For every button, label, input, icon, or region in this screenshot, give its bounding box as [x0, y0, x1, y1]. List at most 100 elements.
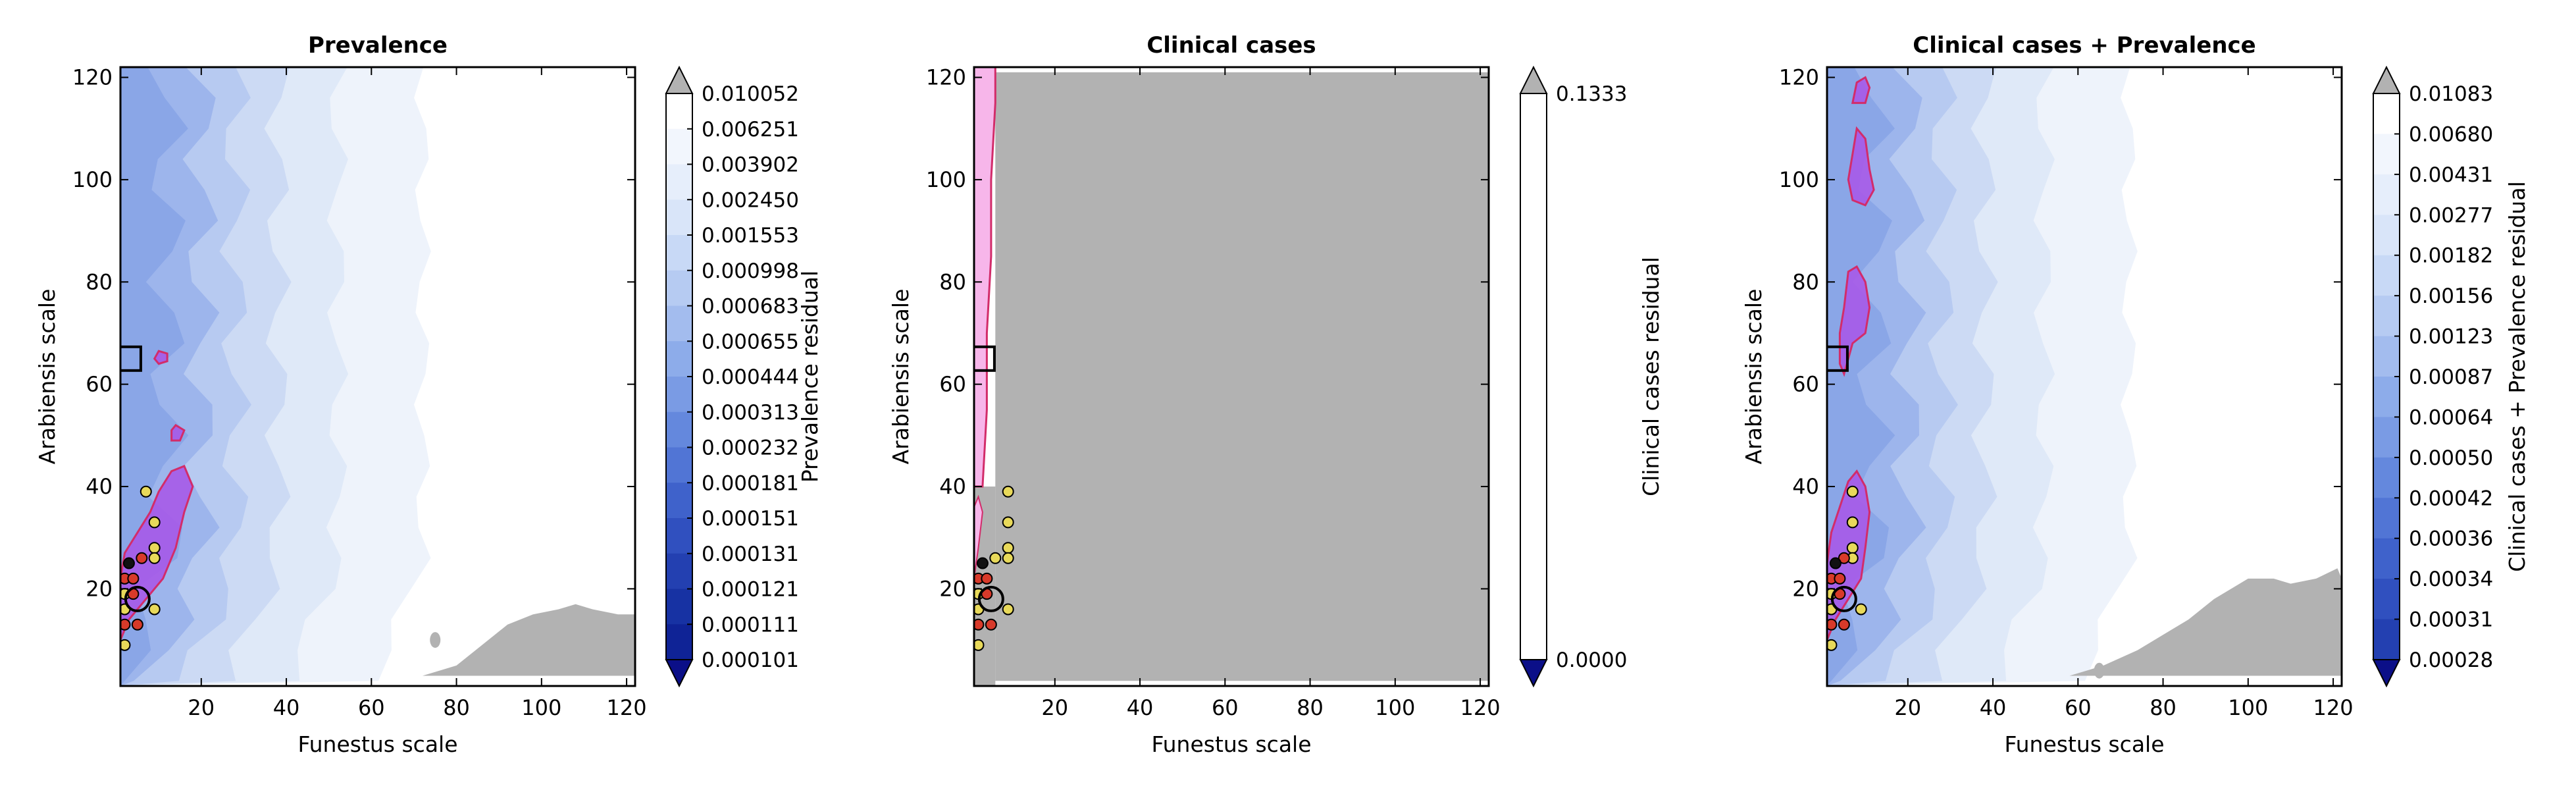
data-point — [1002, 516, 1014, 529]
plot-area — [120, 67, 635, 686]
x-tick-label: 60 — [2065, 695, 2092, 720]
y-tick-label: 100 — [72, 167, 113, 192]
data-point — [140, 485, 152, 498]
gray-region — [2069, 568, 2342, 676]
data-point — [148, 516, 161, 529]
colorbar-band — [2373, 255, 2400, 297]
colorbar-tick-label: 0.00182 — [2409, 244, 2493, 268]
x-tick-label: 120 — [607, 695, 647, 720]
colorbar-tick-label: 0.002450 — [702, 188, 799, 212]
y-tick-label: 120 — [72, 65, 113, 90]
colorbar-band — [666, 93, 692, 130]
x-axis-label: Funestus scale — [1151, 731, 1311, 757]
data-point — [981, 572, 993, 585]
gray-field — [995, 72, 1489, 681]
colorbar-label: Clinical cases residual — [1638, 257, 1664, 496]
square-marker — [120, 345, 142, 372]
colorbar-tick-label: 0.001553 — [702, 224, 799, 248]
colorbar-band — [666, 518, 692, 554]
colorbar-band — [2373, 498, 2400, 539]
data-point — [1846, 485, 1859, 498]
y-tick-label: 20 — [939, 576, 966, 601]
colorbar-tick-label: 0.00028 — [2409, 648, 2493, 672]
colorbar-tick-label: 0.000655 — [702, 330, 799, 354]
x-tick-label: 120 — [2313, 695, 2354, 720]
y-tick-label: 100 — [1779, 167, 1819, 192]
percentile-strip — [974, 67, 996, 488]
y-tick-label: 20 — [1792, 576, 1819, 601]
x-tick-label: 20 — [1894, 695, 1921, 720]
data-point — [131, 618, 143, 631]
y-axis-label: Arabiensis scale — [34, 289, 60, 465]
data-point — [976, 557, 989, 569]
data-point — [148, 603, 161, 616]
colorbar: 0.01083 0.00680 0.00431 0.00277 0.00182 0.001… — [2372, 65, 2530, 688]
percentile-region-small — [974, 494, 983, 579]
colorbar-band — [1520, 93, 1547, 660]
colorbar-band — [2373, 134, 2400, 175]
colorbar-tick-label: 0.000313 — [702, 401, 799, 425]
colorbar-band — [666, 128, 692, 165]
colorbar-tick-label: 0.1333 — [1556, 82, 1627, 106]
colorbar-tip-bottom — [2372, 659, 2401, 688]
axes-frame — [973, 66, 1490, 687]
colorbar-tick-label: 0.00031 — [2409, 608, 2493, 632]
colorbar-band — [666, 305, 692, 342]
x-tick-label: 40 — [273, 695, 300, 720]
data-point — [1827, 639, 1838, 651]
gray-region — [422, 604, 635, 676]
colorbar-tick-label: 0.01083 — [2409, 82, 2493, 106]
data-point — [1838, 618, 1850, 631]
colorbar-tick-label: 0.00034 — [2409, 567, 2493, 591]
x-tick-label: 60 — [358, 695, 385, 720]
colorbar-tip-top — [665, 65, 694, 94]
plot-area — [1827, 67, 2342, 686]
x-tick-label: 100 — [1375, 695, 1415, 720]
colorbar-tick-label: 0.000101 — [702, 648, 799, 672]
colorbar-band — [666, 341, 692, 377]
data-point — [1829, 557, 1842, 569]
x-axis-label: Funestus scale — [2004, 731, 2164, 757]
x-tick-label: 80 — [443, 695, 470, 720]
y-tick-label: 80 — [86, 269, 113, 294]
colorbar-band — [2373, 579, 2400, 620]
panel-clinical-cases-plus-prevalence: 20 40 60 80 100 120 20 40 60 80 100 120 Clinical cas… — [1741, 32, 2530, 757]
y-tick-label: 60 — [1792, 372, 1819, 397]
colorbar-tip-bottom — [1519, 659, 1548, 688]
x-tick-label: 80 — [2150, 695, 2177, 720]
x-tick-label: 100 — [2228, 695, 2268, 720]
colorbar-band — [666, 270, 692, 307]
colorbar-tick-label: 0.00123 — [2409, 325, 2493, 349]
colorbar-tick-label: 0.000131 — [702, 542, 799, 566]
square-marker — [974, 345, 996, 372]
square-marker — [1827, 345, 1849, 372]
data-point — [1846, 542, 1859, 554]
colorbar-tick-label: 0.006251 — [702, 118, 799, 142]
data-point — [148, 542, 161, 554]
panel-title: Clinical cases — [1146, 32, 1316, 59]
colorbar-tick-label: 0.000998 — [702, 259, 799, 283]
plot-area — [974, 67, 1489, 686]
x-tick-label: 40 — [1980, 695, 2007, 720]
y-tick-label: 40 — [86, 474, 113, 499]
colorbar-tick-label: 0.000232 — [702, 436, 799, 460]
colorbar-tick-label: 0.00064 — [2409, 406, 2493, 429]
data-point — [985, 618, 997, 631]
colorbar-tick-label: 0.003902 — [702, 153, 799, 177]
y-tick-label: 60 — [939, 372, 966, 397]
y-tick-label: 100 — [926, 167, 966, 192]
colorbar-band — [666, 164, 692, 201]
y-tick-label: 40 — [939, 474, 966, 499]
colorbar-band — [666, 377, 692, 413]
y-tick-label: 40 — [1792, 474, 1819, 499]
x-tick-label: 20 — [188, 695, 215, 720]
colorbar-band — [2373, 215, 2400, 256]
data-point — [122, 557, 135, 569]
colorbar: 0.1333 0.0000 Clinical cases residual — [1519, 65, 1664, 688]
axes-frame — [1826, 66, 2343, 687]
y-tick-label: 80 — [1792, 269, 1819, 294]
colorbar: 0.010052 0.006251 0.003902 0.002450 0.001553… — [665, 65, 823, 688]
colorbar-tick-label: 0.000111 — [702, 613, 799, 637]
y-tick-label: 20 — [86, 576, 113, 601]
